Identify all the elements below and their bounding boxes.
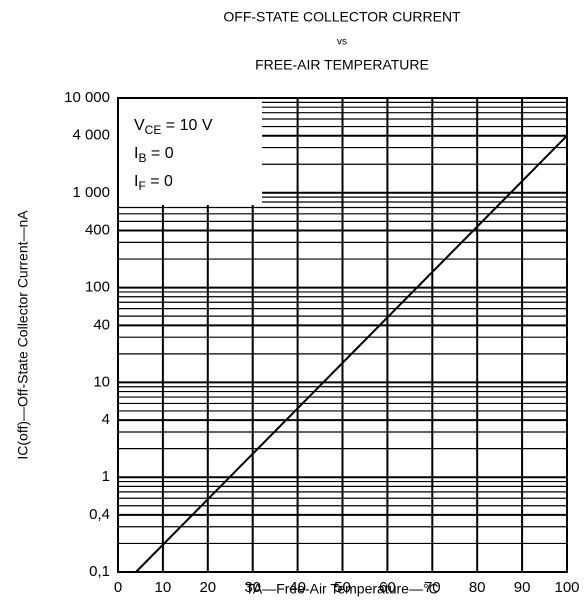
y-tick-label: 0,4 xyxy=(89,506,110,523)
y-tick-label: 4 000 xyxy=(72,127,110,144)
x-axis-label: TA—Free-Air Temperature—°C xyxy=(245,581,438,597)
y-tick-label: 4 xyxy=(102,411,110,428)
x-tick-label: 50 xyxy=(334,579,351,596)
annotation-text: = 0 xyxy=(146,173,173,190)
annotation-text: V xyxy=(134,117,145,134)
chart-title: FREE-AIR TEMPERATURE xyxy=(255,57,429,73)
y-tick-label: 1 000 xyxy=(72,184,110,201)
y-tick-label: 400 xyxy=(85,221,110,238)
chart-title: vs xyxy=(337,37,347,48)
x-tick-label: 30 xyxy=(244,579,261,596)
annotation: IB = 0 xyxy=(134,145,174,165)
y-axis-label: IC(off)—Off-State Collector Current—nA xyxy=(15,210,31,460)
annotation-text: = 10 V xyxy=(161,117,212,134)
y-tick-label: 0,1 xyxy=(89,563,110,580)
annotation-sub: CE xyxy=(145,123,162,137)
y-tick-label: 1 xyxy=(102,468,110,485)
annotation-sub: B xyxy=(138,151,146,165)
annotation-text: I xyxy=(134,173,138,190)
annotation-text: I xyxy=(134,145,138,162)
x-tick-label: 20 xyxy=(199,579,216,596)
plot-frame xyxy=(117,97,568,573)
x-tick-label: 70 xyxy=(424,579,441,596)
annotation-text: = 0 xyxy=(146,145,173,162)
x-tick-label: 40 xyxy=(289,579,306,596)
annotation: IF = 0 xyxy=(134,173,173,193)
annotation-sub: F xyxy=(138,179,145,193)
chart-title: OFF-STATE COLLECTOR CURRENT xyxy=(223,9,461,25)
y-tick-label: 100 xyxy=(85,279,110,296)
y-tick-label: 10 000 xyxy=(64,89,110,106)
annotation-box xyxy=(119,99,262,205)
x-tick-label: 10 xyxy=(155,579,172,596)
x-tick-label: 60 xyxy=(379,579,396,596)
data-line xyxy=(135,135,568,573)
x-tick-label: 90 xyxy=(514,579,531,596)
y-tick-label: 10 xyxy=(93,373,110,390)
x-tick-label: 80 xyxy=(469,579,486,596)
y-tick-label: 40 xyxy=(93,316,110,333)
x-tick-label: 100 xyxy=(554,579,579,596)
x-tick-label: 0 xyxy=(114,579,122,596)
annotation: VCE = 10 V xyxy=(134,117,213,137)
